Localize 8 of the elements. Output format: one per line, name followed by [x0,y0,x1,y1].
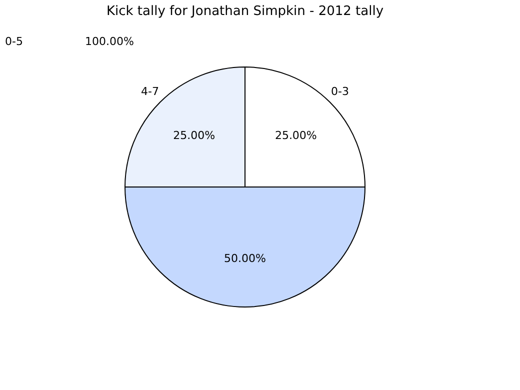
text: 100.00% [85,35,134,48]
data-label: 25.00% [173,129,216,142]
data-label: 50.00% [224,252,266,265]
slice-label: 4-7 [140,84,159,98]
data-label: 25.00% [274,129,317,142]
chart-title: Kick tally for Jonathan Simpkin - 2012 tally [106,4,384,19]
text: 0-5 [5,35,23,48]
slice-label: 0-3 [331,84,350,98]
